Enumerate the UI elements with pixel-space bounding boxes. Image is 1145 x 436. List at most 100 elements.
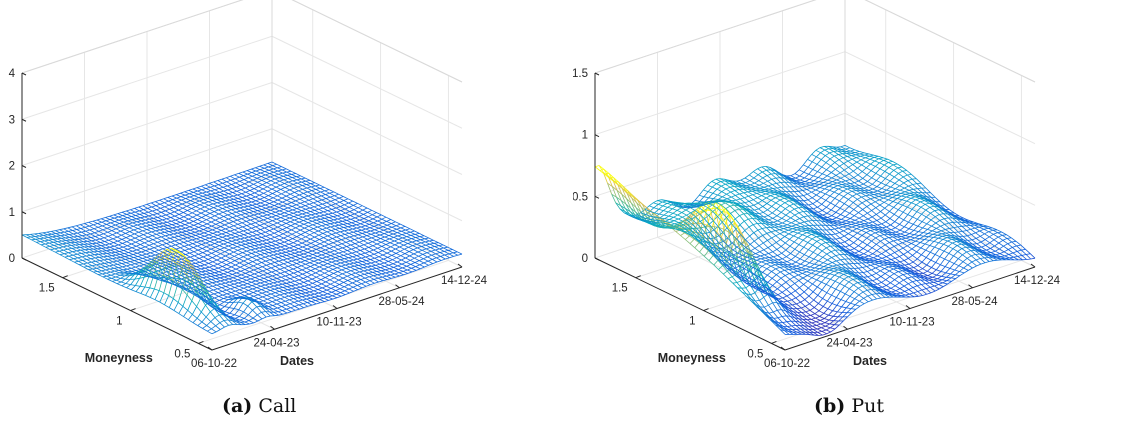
call-mesh-line <box>452 249 458 253</box>
call-mesh-line <box>203 202 209 206</box>
call-mesh-line <box>402 267 408 271</box>
call-mesh-line <box>252 174 257 177</box>
call-mesh-line <box>193 247 199 251</box>
call-mesh-line <box>373 279 379 283</box>
call-mesh-line <box>218 211 224 215</box>
call-mesh-line <box>334 193 339 197</box>
call-mesh-line <box>175 244 181 249</box>
call-mesh-line <box>162 247 168 250</box>
call-mesh-line <box>252 177 258 181</box>
call-mesh-line <box>206 219 212 223</box>
call-mesh-line <box>240 237 245 240</box>
call-mesh-line <box>332 236 337 239</box>
call-mesh-line <box>230 233 236 236</box>
call-mesh-line <box>152 261 158 265</box>
call-mesh-line <box>146 252 151 255</box>
call-mesh-line <box>136 221 142 225</box>
call-mesh-line <box>268 280 274 284</box>
call-mesh-line <box>176 192 181 195</box>
call-mesh-line <box>294 276 300 281</box>
call-mesh-line <box>327 293 333 297</box>
call-mesh-line <box>428 263 433 266</box>
call-mesh-line <box>330 253 335 256</box>
call-mesh-line <box>197 296 203 301</box>
call-mesh-line <box>272 218 277 222</box>
call-mesh-line <box>377 277 383 282</box>
call-mesh-line <box>187 212 193 216</box>
call-mesh-line <box>303 282 309 286</box>
call-mesh-line <box>216 283 222 286</box>
call-mesh-line <box>341 268 347 271</box>
call-mesh-line <box>422 252 428 255</box>
call-mesh-line <box>172 227 178 231</box>
call-mesh-line <box>413 253 419 257</box>
call-mesh-line <box>406 235 412 237</box>
call-mesh-line <box>239 206 244 209</box>
call-mesh-line <box>272 274 277 277</box>
call-mesh-line <box>325 248 330 251</box>
call-mesh-line <box>249 214 255 217</box>
call-mesh-line <box>233 198 239 203</box>
call-mesh-line <box>193 190 198 193</box>
call-mesh-line <box>265 255 270 258</box>
call-mesh-line <box>391 253 397 256</box>
call-mesh-line <box>243 286 248 289</box>
call-mesh-line <box>349 206 355 211</box>
call-mesh-line <box>337 239 342 242</box>
call-mesh-line <box>128 222 133 225</box>
call-mesh-line <box>291 257 297 261</box>
call-mesh-line <box>301 267 307 271</box>
call-mesh-line <box>215 246 221 250</box>
call-mesh-line <box>369 227 375 231</box>
call-mesh-line <box>178 285 184 289</box>
call-mesh-line <box>171 220 177 224</box>
call-mesh-line <box>163 275 169 278</box>
call-mesh-line <box>180 274 186 279</box>
call-mesh-line <box>91 265 97 269</box>
call-x-tick-label: 06-10-22 <box>191 358 237 370</box>
call-mesh-line <box>273 307 278 310</box>
call-mesh-line <box>274 236 280 241</box>
call-mesh-line <box>164 304 170 308</box>
call-mesh-line <box>121 234 127 238</box>
call-mesh-line <box>212 257 218 261</box>
call-mesh-line <box>336 293 342 297</box>
call-mesh-line <box>221 257 227 261</box>
call-mesh-line <box>298 248 304 251</box>
call-mesh-line <box>151 258 157 262</box>
call-mesh-line <box>245 217 251 221</box>
call-mesh-line <box>34 233 40 237</box>
call-mesh-line <box>269 203 275 206</box>
call-mesh-line <box>314 264 320 268</box>
call-mesh-line <box>267 302 273 306</box>
call-mesh-line <box>170 240 175 243</box>
call-mesh-line <box>210 272 215 274</box>
call-mesh-line <box>90 254 96 259</box>
call-mesh-line <box>203 260 209 264</box>
call-mesh-line <box>109 242 114 245</box>
call-mesh-line <box>281 249 287 253</box>
call-mesh-line <box>302 213 308 217</box>
call-mesh-line <box>337 215 343 219</box>
call-mesh-line <box>99 237 105 240</box>
call-mesh-line <box>150 224 155 226</box>
call-mesh-line <box>281 223 287 226</box>
call-mesh-line <box>77 256 83 259</box>
call-mesh-line <box>154 290 160 300</box>
call-mesh-line <box>238 284 244 287</box>
call-mesh-line <box>311 245 316 248</box>
call-mesh-line <box>237 223 243 228</box>
call-mesh-line <box>102 224 107 227</box>
call-mesh-line <box>292 290 297 293</box>
call-mesh-line <box>164 228 170 232</box>
call-mesh-line <box>205 311 211 318</box>
call-mesh-line <box>315 188 321 190</box>
call-mesh-line <box>334 281 340 285</box>
call-mesh-line <box>168 227 173 229</box>
call-mesh-line <box>248 288 253 291</box>
call-mesh-line <box>192 216 198 220</box>
call-mesh-line <box>161 265 167 269</box>
call-mesh-line <box>324 243 329 247</box>
call-mesh-line <box>335 286 341 290</box>
call-mesh-line <box>367 242 373 247</box>
